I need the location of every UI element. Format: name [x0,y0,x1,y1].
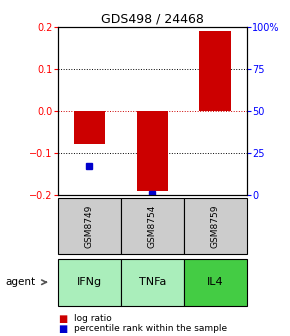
Text: percentile rank within the sample: percentile rank within the sample [74,324,227,333]
Text: log ratio: log ratio [74,314,112,323]
Text: GSM8749: GSM8749 [85,204,94,248]
Bar [137,111,168,191]
Text: GSM8754: GSM8754 [148,204,157,248]
Text: IL4: IL4 [207,277,223,287]
Title: GDS498 / 24468: GDS498 / 24468 [101,13,204,26]
Text: GSM8759: GSM8759 [211,204,220,248]
Text: IFNg: IFNg [77,277,102,287]
Text: agent: agent [6,277,36,287]
Text: ■: ■ [58,313,67,324]
Bar [74,111,105,144]
Bar [200,31,231,111]
Text: ■: ■ [58,324,67,334]
Text: TNFa: TNFa [139,277,166,287]
